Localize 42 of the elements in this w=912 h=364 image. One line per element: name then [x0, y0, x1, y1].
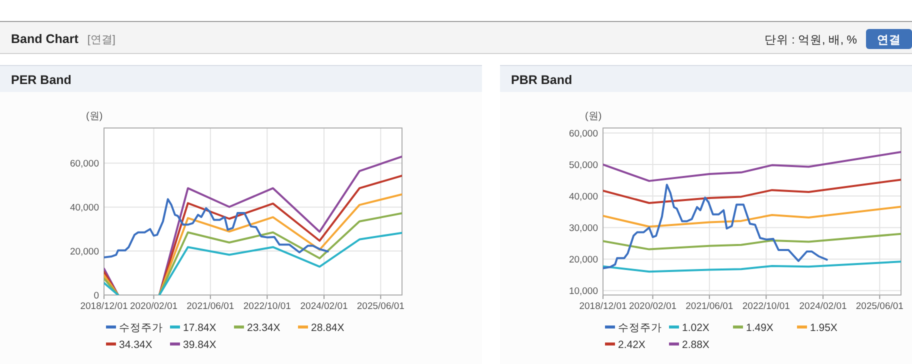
y-tick-label: 20,000	[70, 246, 99, 258]
y-tick-label: 60,000	[70, 158, 99, 170]
x-tick-label: 2022/10/01	[243, 301, 291, 312]
legend-label: 수정주가	[119, 322, 163, 334]
y-axis-title: (원)	[585, 111, 602, 122]
y-tick-label: 60,000	[568, 128, 598, 140]
y-tick-label: 0	[94, 290, 99, 302]
text: Band Chart	[11, 32, 80, 46]
y-tick-label: 50,000	[568, 160, 598, 172]
legend-label: 2.88X	[682, 339, 710, 351]
legend-label: 1.49X	[746, 322, 774, 334]
x-tick-label: 2025/06/01	[856, 301, 904, 312]
y-tick-label: 10,000	[568, 286, 598, 298]
legend-label: 34.34X	[119, 339, 152, 351]
text: 연결	[877, 34, 901, 46]
chart-title: PBR Band	[511, 73, 572, 87]
legend-label: 39.84X	[183, 339, 216, 351]
legend-label: 1.95X	[810, 322, 838, 334]
legend-label: 28.84X	[311, 322, 344, 334]
x-tick-label: 2025/06/01	[356, 301, 404, 312]
x-tick-label: 2020/02/01	[130, 301, 178, 312]
legend-label: 23.34X	[247, 322, 280, 334]
x-tick-label: 2020/02/01	[628, 301, 677, 312]
y-tick-label: 30,000	[568, 223, 598, 234]
legend-label: 1.02X	[682, 322, 710, 334]
text: [연결]	[87, 34, 116, 46]
x-tick-label: 2018/12/01	[80, 301, 128, 312]
x-tick-label: 2021/06/01	[686, 301, 734, 312]
x-tick-label: 2024/02/01	[799, 301, 847, 312]
y-tick-label: 40,000	[568, 192, 598, 203]
x-tick-label: 2024/02/01	[300, 301, 348, 312]
x-tick-label: 2018/12/01	[579, 301, 627, 312]
y-axis-title: (원)	[86, 111, 103, 122]
legend-label: 2.42X	[618, 339, 646, 351]
x-tick-label: 2021/06/01	[186, 301, 234, 312]
legend-label: 수정주가	[618, 322, 662, 334]
x-tick-label: 2022/10/01	[742, 301, 790, 312]
y-tick-label: 20,000	[568, 254, 598, 266]
y-tick-label: 40,000	[70, 202, 99, 214]
legend-label: 17.84X	[183, 322, 216, 334]
chart-title: PER Band	[11, 73, 72, 87]
text: 단위 : 억원, 배, %	[764, 34, 857, 46]
